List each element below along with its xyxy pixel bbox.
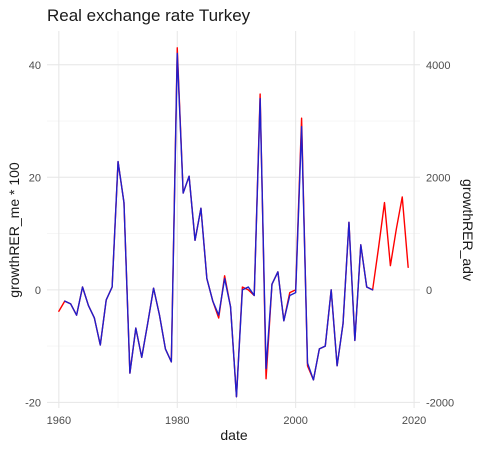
chart-title: Real exchange rate Turkey	[47, 6, 251, 25]
grid-lines	[47, 31, 420, 408]
x-tick-label: 1980	[165, 415, 189, 427]
x-tick-label: 2020	[402, 415, 426, 427]
y-left-tick-label: 20	[29, 172, 41, 184]
x-tick-label: 2000	[283, 415, 307, 427]
y-left-tick-label: -20	[25, 397, 41, 409]
series-line-growthrer-adv	[64, 52, 374, 398]
x-tick-label: 1960	[47, 415, 71, 427]
y-left-tick-label: 40	[29, 60, 41, 72]
tick-labels: 1960 1980 2000 2020 -20 0 20 40 -2000 0 2000 4000	[25, 60, 454, 427]
y-right-tick-label: 4000	[426, 60, 450, 72]
y-axis-right-title: growthRER_adv	[460, 179, 476, 281]
y-right-tick-label: -2000	[426, 397, 454, 409]
y-left-tick-label: 0	[35, 285, 41, 297]
y-axis-left-title: growthRER_me * 100	[6, 162, 22, 298]
series-lines	[58, 47, 409, 398]
y-right-tick-label: 0	[426, 285, 432, 297]
x-axis-title: date	[220, 427, 247, 443]
y-right-tick-label: 2000	[426, 172, 450, 184]
